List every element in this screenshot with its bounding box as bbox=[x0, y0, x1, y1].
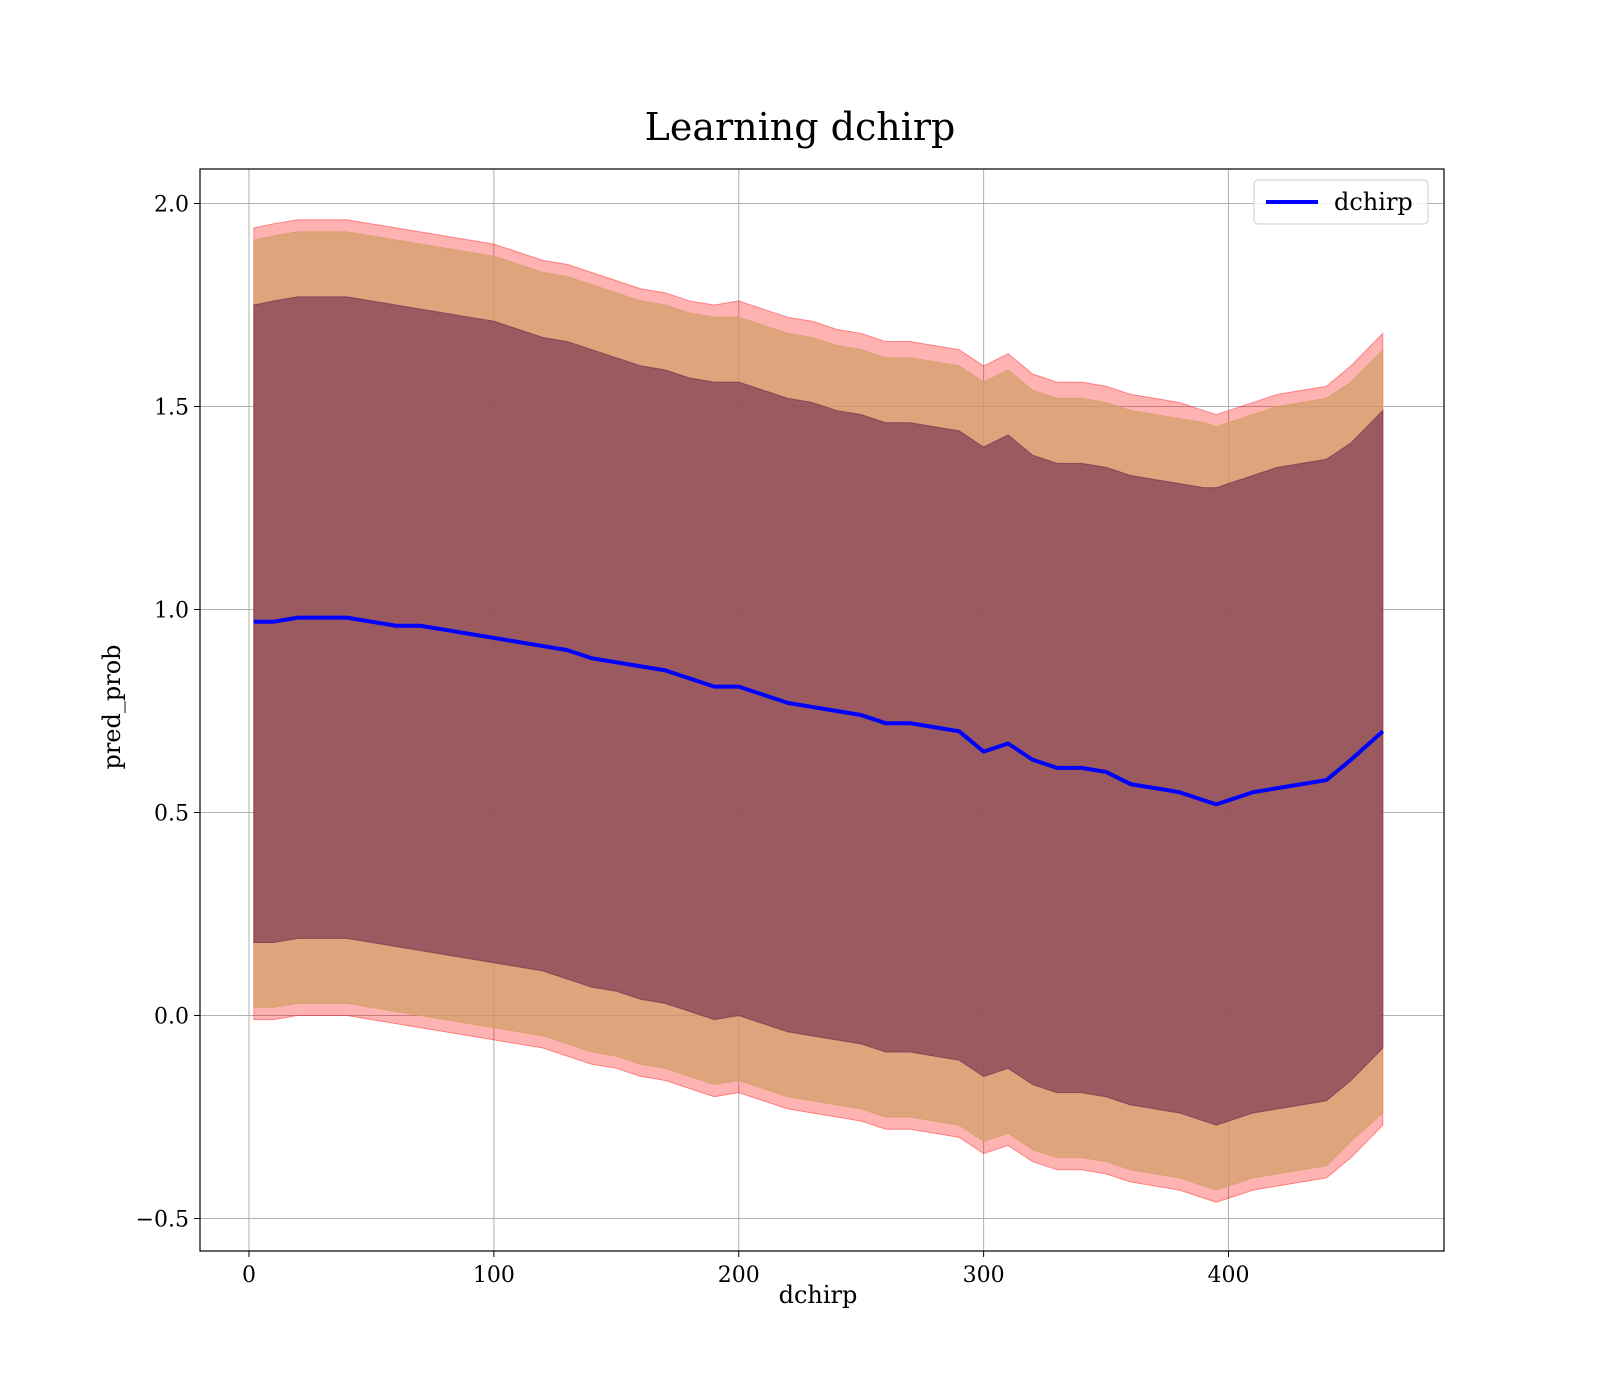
x-tick-label-2: 200 bbox=[718, 1263, 760, 1288]
series-line-0 bbox=[253, 615, 1385, 807]
legend[interactable]: dchirp bbox=[1253, 179, 1429, 225]
y-tick-label-3: 1.0 bbox=[154, 599, 189, 624]
y-tick-label-0: −0.5 bbox=[136, 1208, 189, 1233]
x-tick-label-3: 300 bbox=[963, 1263, 1005, 1288]
y-tick-label-1: 0.0 bbox=[154, 1005, 189, 1030]
x-axis-ticks: 0 100 200 300 400 bbox=[242, 1251, 1250, 1288]
y-axis-ticks: −0.5 0.0 0.5 1.0 1.5 2.0 bbox=[136, 193, 200, 1233]
y-tick-label-2: 0.5 bbox=[154, 802, 189, 827]
chart-title: Learning dchirp bbox=[645, 105, 956, 149]
legend-label: dchirp bbox=[1334, 188, 1413, 216]
x-tick-label-1: 100 bbox=[473, 1263, 515, 1288]
x-tick-label-0: 0 bbox=[242, 1263, 256, 1288]
legend-box bbox=[1253, 179, 1429, 225]
plot-frame bbox=[199, 168, 1445, 1252]
y-tick-label-5: 2.0 bbox=[154, 193, 189, 218]
confidence-band-2 bbox=[253, 296, 1384, 1126]
x-tick-label-4: 400 bbox=[1208, 1263, 1250, 1288]
x-axis-label: dchirp bbox=[779, 1281, 858, 1309]
y-tick-label-4: 1.5 bbox=[154, 396, 189, 421]
confidence-bands bbox=[253, 219, 1384, 1203]
series-lines bbox=[253, 615, 1385, 807]
y-axis-label: pred_prob bbox=[98, 644, 126, 769]
